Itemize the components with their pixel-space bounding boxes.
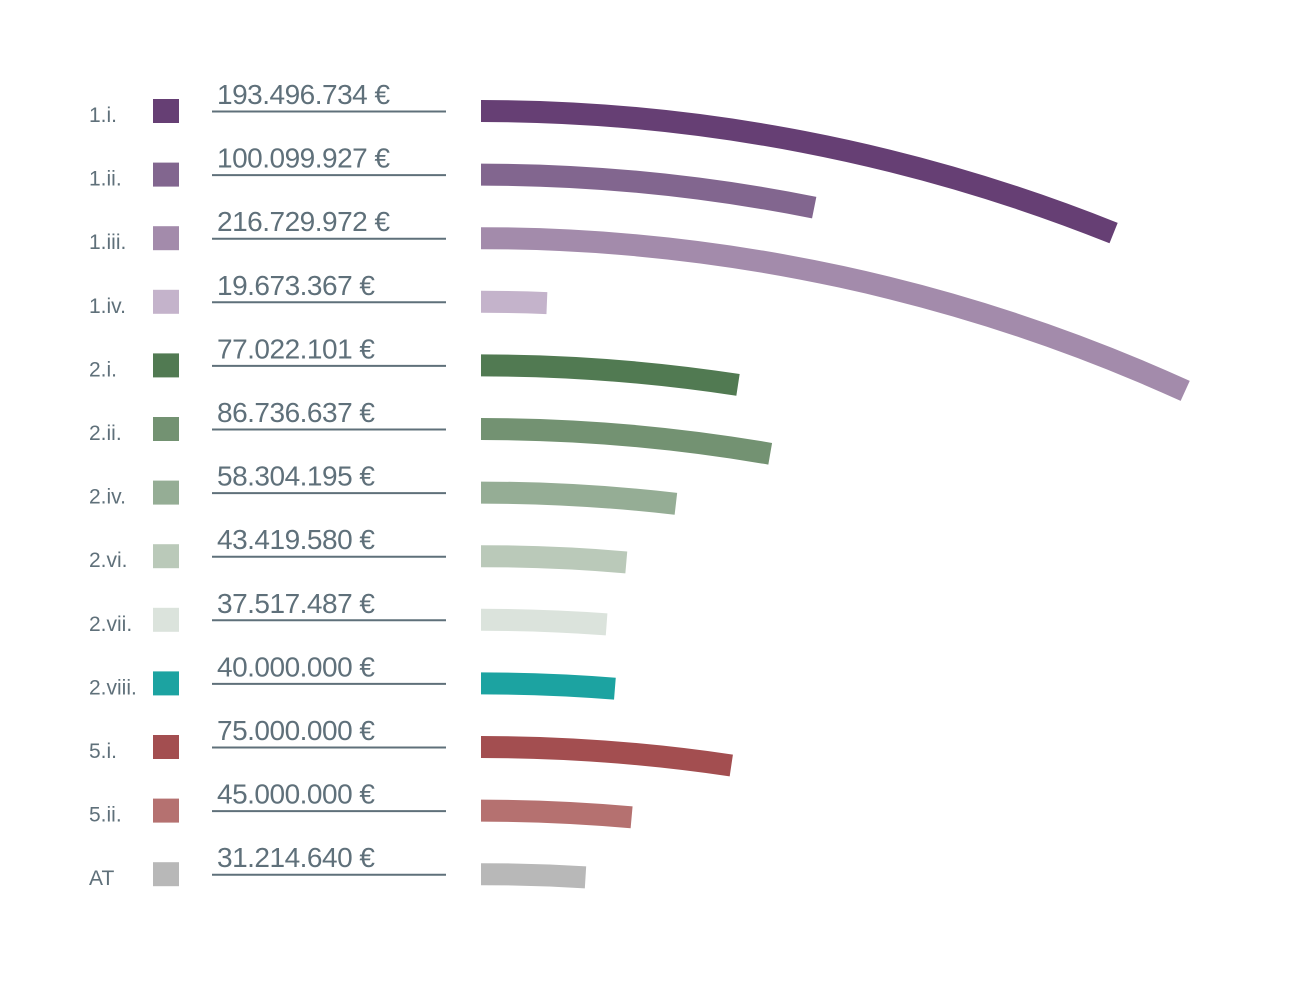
category-label: 1.iv. bbox=[89, 295, 126, 318]
category-label: 2.i. bbox=[89, 358, 117, 381]
arc-bar bbox=[480, 481, 678, 515]
value-label: 40.000.000 € bbox=[217, 651, 375, 682]
value-label: 86.736.637 € bbox=[217, 397, 375, 428]
legend-swatch bbox=[153, 417, 179, 441]
value-label: 45.000.000 € bbox=[217, 779, 375, 810]
category-label: 2.ii. bbox=[89, 422, 122, 445]
value-label: 193.496.734 € bbox=[217, 79, 390, 110]
arc-bar bbox=[480, 735, 733, 777]
category-label: AT bbox=[89, 867, 114, 890]
arc-bar bbox=[480, 545, 628, 574]
legend-swatch bbox=[153, 735, 179, 759]
value-label: 31.214.640 € bbox=[217, 842, 375, 873]
legend-swatch bbox=[153, 289, 179, 314]
value-label: 43.419.580 € bbox=[217, 524, 375, 555]
legend-swatch bbox=[153, 798, 179, 823]
category-label: 5.i. bbox=[89, 740, 117, 763]
category-label: 2.vii. bbox=[89, 613, 132, 636]
value-label: 216.729.972 € bbox=[217, 206, 390, 237]
arc-bar bbox=[480, 418, 773, 465]
arc-bar bbox=[480, 163, 817, 219]
value-label: 100.099.927 € bbox=[217, 143, 390, 174]
category-label: 2.vi. bbox=[89, 549, 128, 572]
arc-bar bbox=[480, 608, 608, 636]
value-label: 19.673.367 € bbox=[217, 270, 375, 301]
arc-bar bbox=[480, 227, 1190, 401]
arc-bar bbox=[480, 290, 548, 315]
arc-bar bbox=[480, 799, 633, 829]
legend-swatch bbox=[153, 353, 179, 378]
arc-bar bbox=[480, 672, 616, 700]
legend-swatch bbox=[153, 862, 179, 887]
legend-swatch bbox=[153, 671, 179, 696]
value-label: 37.517.487 € bbox=[217, 588, 375, 619]
category-label: 1.iii. bbox=[89, 231, 126, 254]
legend-swatch bbox=[153, 544, 179, 569]
arc-bar bbox=[480, 354, 740, 396]
category-label: 1.i. bbox=[89, 104, 117, 127]
value-label: 75.000.000 € bbox=[217, 715, 375, 746]
legend-swatch bbox=[153, 226, 179, 251]
legend-swatch bbox=[153, 162, 179, 187]
category-label: 2.viii. bbox=[89, 676, 137, 699]
legend-swatch bbox=[153, 607, 179, 632]
legend-swatch bbox=[153, 480, 179, 505]
category-label: 5.ii. bbox=[89, 804, 122, 827]
arc-bar bbox=[480, 100, 1118, 244]
category-label: 2.iv. bbox=[89, 486, 126, 509]
value-label: 58.304.195 € bbox=[217, 461, 375, 492]
arc-bar bbox=[480, 863, 587, 889]
legend-swatch bbox=[153, 99, 179, 123]
value-label: 77.022.101 € bbox=[217, 333, 375, 364]
category-label: 1.ii. bbox=[89, 168, 122, 191]
